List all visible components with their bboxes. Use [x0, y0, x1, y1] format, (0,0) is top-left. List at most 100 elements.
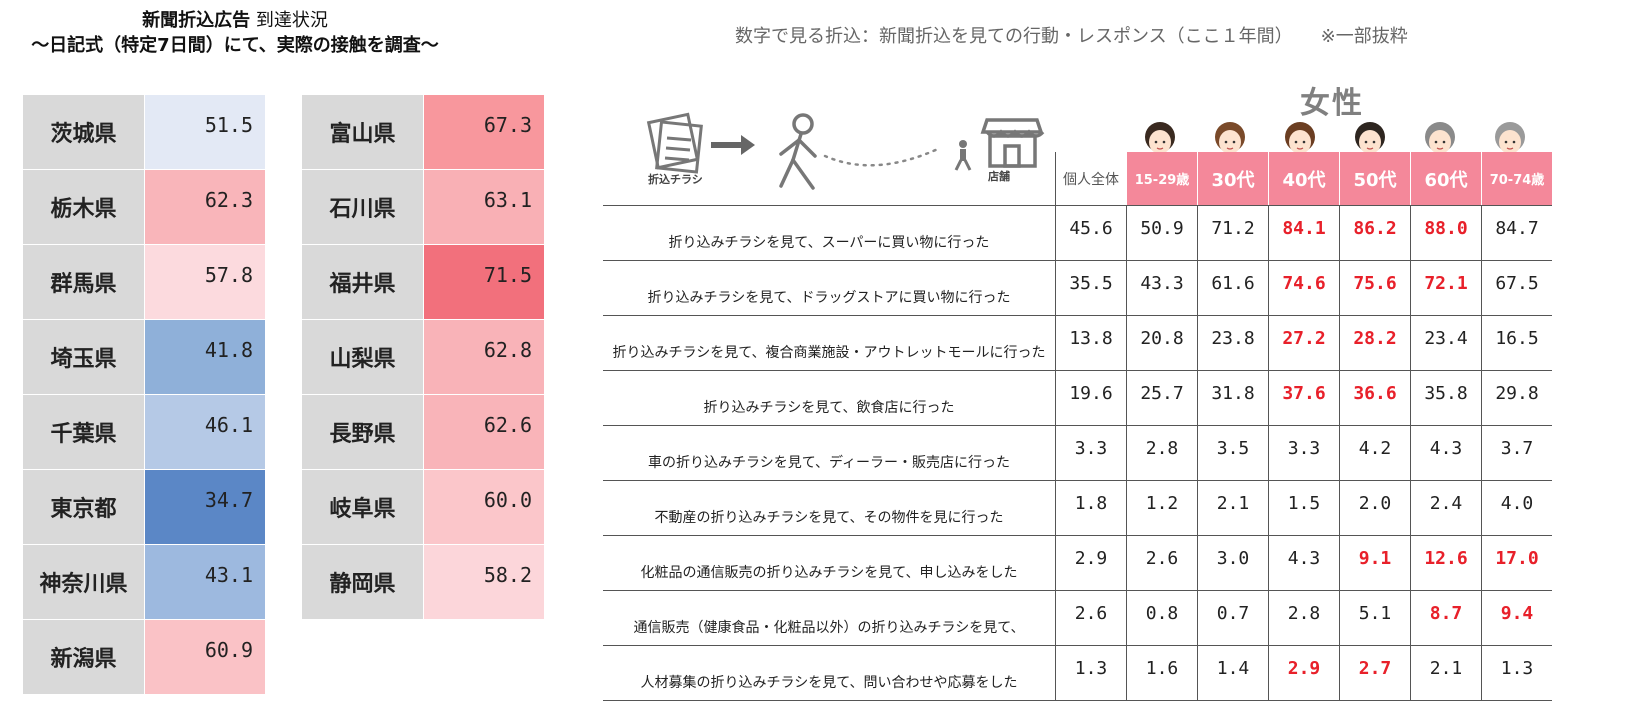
- prefecture-name: 千葉県: [22, 394, 145, 470]
- overall-value: 3.3: [1055, 425, 1127, 481]
- prefecture-reach-value: 60.0: [423, 469, 545, 545]
- age-group-value: 72.1: [1410, 260, 1482, 316]
- response-label: 折り込みチラシを見て、複合商業施設・アウトレットモールに行った: [603, 315, 1056, 371]
- reach-title-line1: 新聞折込広告 到達状況: [0, 8, 470, 33]
- prefecture-reach-value: 51.5: [144, 94, 266, 170]
- response-row: 通信販売（健康食品・化粧品以外）の折り込みチラシを見て、 2.6 0.8 0.7 2.8…: [603, 590, 1552, 646]
- prefecture-name: 神奈川県: [22, 544, 145, 620]
- prefecture-reach-value: 62.6: [423, 394, 545, 470]
- prefecture-name: 新潟県: [22, 619, 145, 695]
- gender-label: 女性: [1300, 86, 1364, 121]
- response-row: 人材募集の折り込みチラシを見て、問い合わせや応募をした 1.3 1.6 1.4 2.9 2…: [603, 645, 1552, 701]
- age-group-value: 1.2: [1126, 480, 1198, 536]
- response-label: 折り込みチラシを見て、飲食店に行った: [603, 370, 1056, 426]
- age-group-value: 0.8: [1126, 590, 1198, 646]
- age-group-value: 3.5: [1197, 425, 1269, 481]
- age-group-value: 37.6: [1268, 370, 1340, 426]
- response-label: 通信販売（健康食品・化粧品以外）の折り込みチラシを見て、: [603, 590, 1056, 646]
- age-group-value: 3.7: [1481, 425, 1552, 481]
- prefecture-row: 富山県 67.3: [301, 94, 545, 170]
- age-group-value: 3.0: [1197, 535, 1269, 591]
- prefecture-row: 静岡県 58.2: [301, 544, 545, 620]
- age-group-value: 2.4: [1410, 480, 1482, 536]
- prefecture-name: 富山県: [301, 94, 424, 170]
- prefecture-row: 群馬県 57.8: [22, 244, 266, 320]
- header-age-group: 70-74歳: [1481, 152, 1552, 206]
- age-group-value: 20.8: [1126, 315, 1198, 371]
- age-group-value: 23.4: [1410, 315, 1482, 371]
- header-age-group: 30代: [1197, 152, 1269, 206]
- overall-value: 13.8: [1055, 315, 1127, 371]
- header-blank: [603, 152, 1056, 206]
- age-group-value: 4.2: [1339, 425, 1411, 481]
- age-group-value: 43.3: [1126, 260, 1198, 316]
- age-group-value: 2.8: [1126, 425, 1198, 481]
- age-group-value: 0.7: [1197, 590, 1269, 646]
- age-group-value: 50.9: [1126, 205, 1198, 261]
- prefecture-name: 東京都: [22, 469, 145, 545]
- prefecture-reach-value: 41.8: [144, 319, 266, 395]
- overall-value: 2.6: [1055, 590, 1127, 646]
- response-label: 化粧品の通信販売の折り込みチラシを見て、申し込みをした: [603, 535, 1056, 591]
- age-group-value: 35.8: [1410, 370, 1482, 426]
- reach-subtitle: 〜日記式（特定7日間）にて、実際の接触を調査〜: [31, 35, 439, 56]
- age-group-value: 2.0: [1339, 480, 1411, 536]
- prefecture-row: 長野県 62.6: [301, 394, 545, 470]
- age-group-value: 88.0: [1410, 205, 1482, 261]
- prefecture-name: 岐阜県: [301, 469, 424, 545]
- age-group-value: 1.5: [1268, 480, 1340, 536]
- overall-value: 19.6: [1055, 370, 1127, 426]
- prefecture-row: 東京都 34.7: [22, 469, 266, 545]
- prefecture-name: 静岡県: [301, 544, 424, 620]
- header-age-group: 60代: [1410, 152, 1482, 206]
- overall-value: 2.9: [1055, 535, 1127, 591]
- prefecture-row: 千葉県 46.1: [22, 394, 266, 470]
- reach-title-bold: 新聞折込広告: [142, 10, 251, 31]
- age-group-value: 1.6: [1126, 645, 1198, 701]
- prefecture-name: 長野県: [301, 394, 424, 470]
- prefecture-reach-value: 63.1: [423, 169, 545, 245]
- prefecture-name: 群馬県: [22, 244, 145, 320]
- age-group-value: 2.8: [1268, 590, 1340, 646]
- response-label: 車の折り込みチラシを見て、ディーラー・販売店に行った: [603, 425, 1056, 481]
- prefecture-row: 栃木県 62.3: [22, 169, 266, 245]
- age-group-value: 12.6: [1410, 535, 1482, 591]
- prefecture-row: 福井県 71.5: [301, 244, 545, 320]
- age-group-value: 84.7: [1481, 205, 1552, 261]
- overall-value: 45.6: [1055, 205, 1127, 261]
- response-row: 折り込みチラシを見て、ドラッグストアに買い物に行った 35.5 43.3 61.6 74…: [603, 260, 1552, 316]
- age-group-value: 67.5: [1481, 260, 1552, 316]
- age-group-value: 1.3: [1481, 645, 1552, 701]
- prefecture-row: 岐阜県 60.0: [301, 469, 545, 545]
- arrow-right-icon: [711, 135, 755, 155]
- prefecture-reach-value: 57.8: [144, 244, 266, 320]
- age-group-value: 9.4: [1481, 590, 1552, 646]
- age-group-value: 71.2: [1197, 205, 1269, 261]
- prefecture-reach-value: 60.9: [144, 619, 266, 695]
- overall-value: 1.8: [1055, 480, 1127, 536]
- response-row: 車の折り込みチラシを見て、ディーラー・販売店に行った 3.3 2.8 3.5 3.3 4.…: [603, 425, 1552, 481]
- prefecture-row: 山梨県 62.8: [301, 319, 545, 395]
- response-label: 人材募集の折り込みチラシを見て、問い合わせや応募をした: [603, 645, 1056, 701]
- prefecture-row: 新潟県 60.9: [22, 619, 266, 695]
- prefecture-name: 福井県: [301, 244, 424, 320]
- prefecture-reach-value: 46.1: [144, 394, 266, 470]
- age-group-value: 74.6: [1268, 260, 1340, 316]
- prefecture-reach-value: 43.1: [144, 544, 266, 620]
- response-title-main: 数字で見る折込：新聞折込を見ての行動・レスポンス（ここ１年間）: [735, 26, 1293, 47]
- prefecture-name: 山梨県: [301, 319, 424, 395]
- age-group-value: 23.8: [1197, 315, 1269, 371]
- response-title-note: ※一部抜粋: [1320, 26, 1408, 47]
- header-overall: 個人全体: [1055, 152, 1127, 206]
- age-group-value: 16.5: [1481, 315, 1552, 371]
- prefecture-reach-value: 58.2: [423, 544, 545, 620]
- age-group-value: 28.2: [1339, 315, 1411, 371]
- header-age-group: 50代: [1339, 152, 1411, 206]
- age-group-value: 5.1: [1339, 590, 1411, 646]
- response-title: 数字で見る折込：新聞折込を見ての行動・レスポンス（ここ１年間） ※一部抜粋: [735, 22, 1408, 48]
- age-group-value: 17.0: [1481, 535, 1552, 591]
- age-group-value: 2.1: [1197, 480, 1269, 536]
- prefecture-row: 茨城県 51.5: [22, 94, 266, 170]
- age-group-value: 2.9: [1268, 645, 1340, 701]
- prefecture-name: 茨城県: [22, 94, 145, 170]
